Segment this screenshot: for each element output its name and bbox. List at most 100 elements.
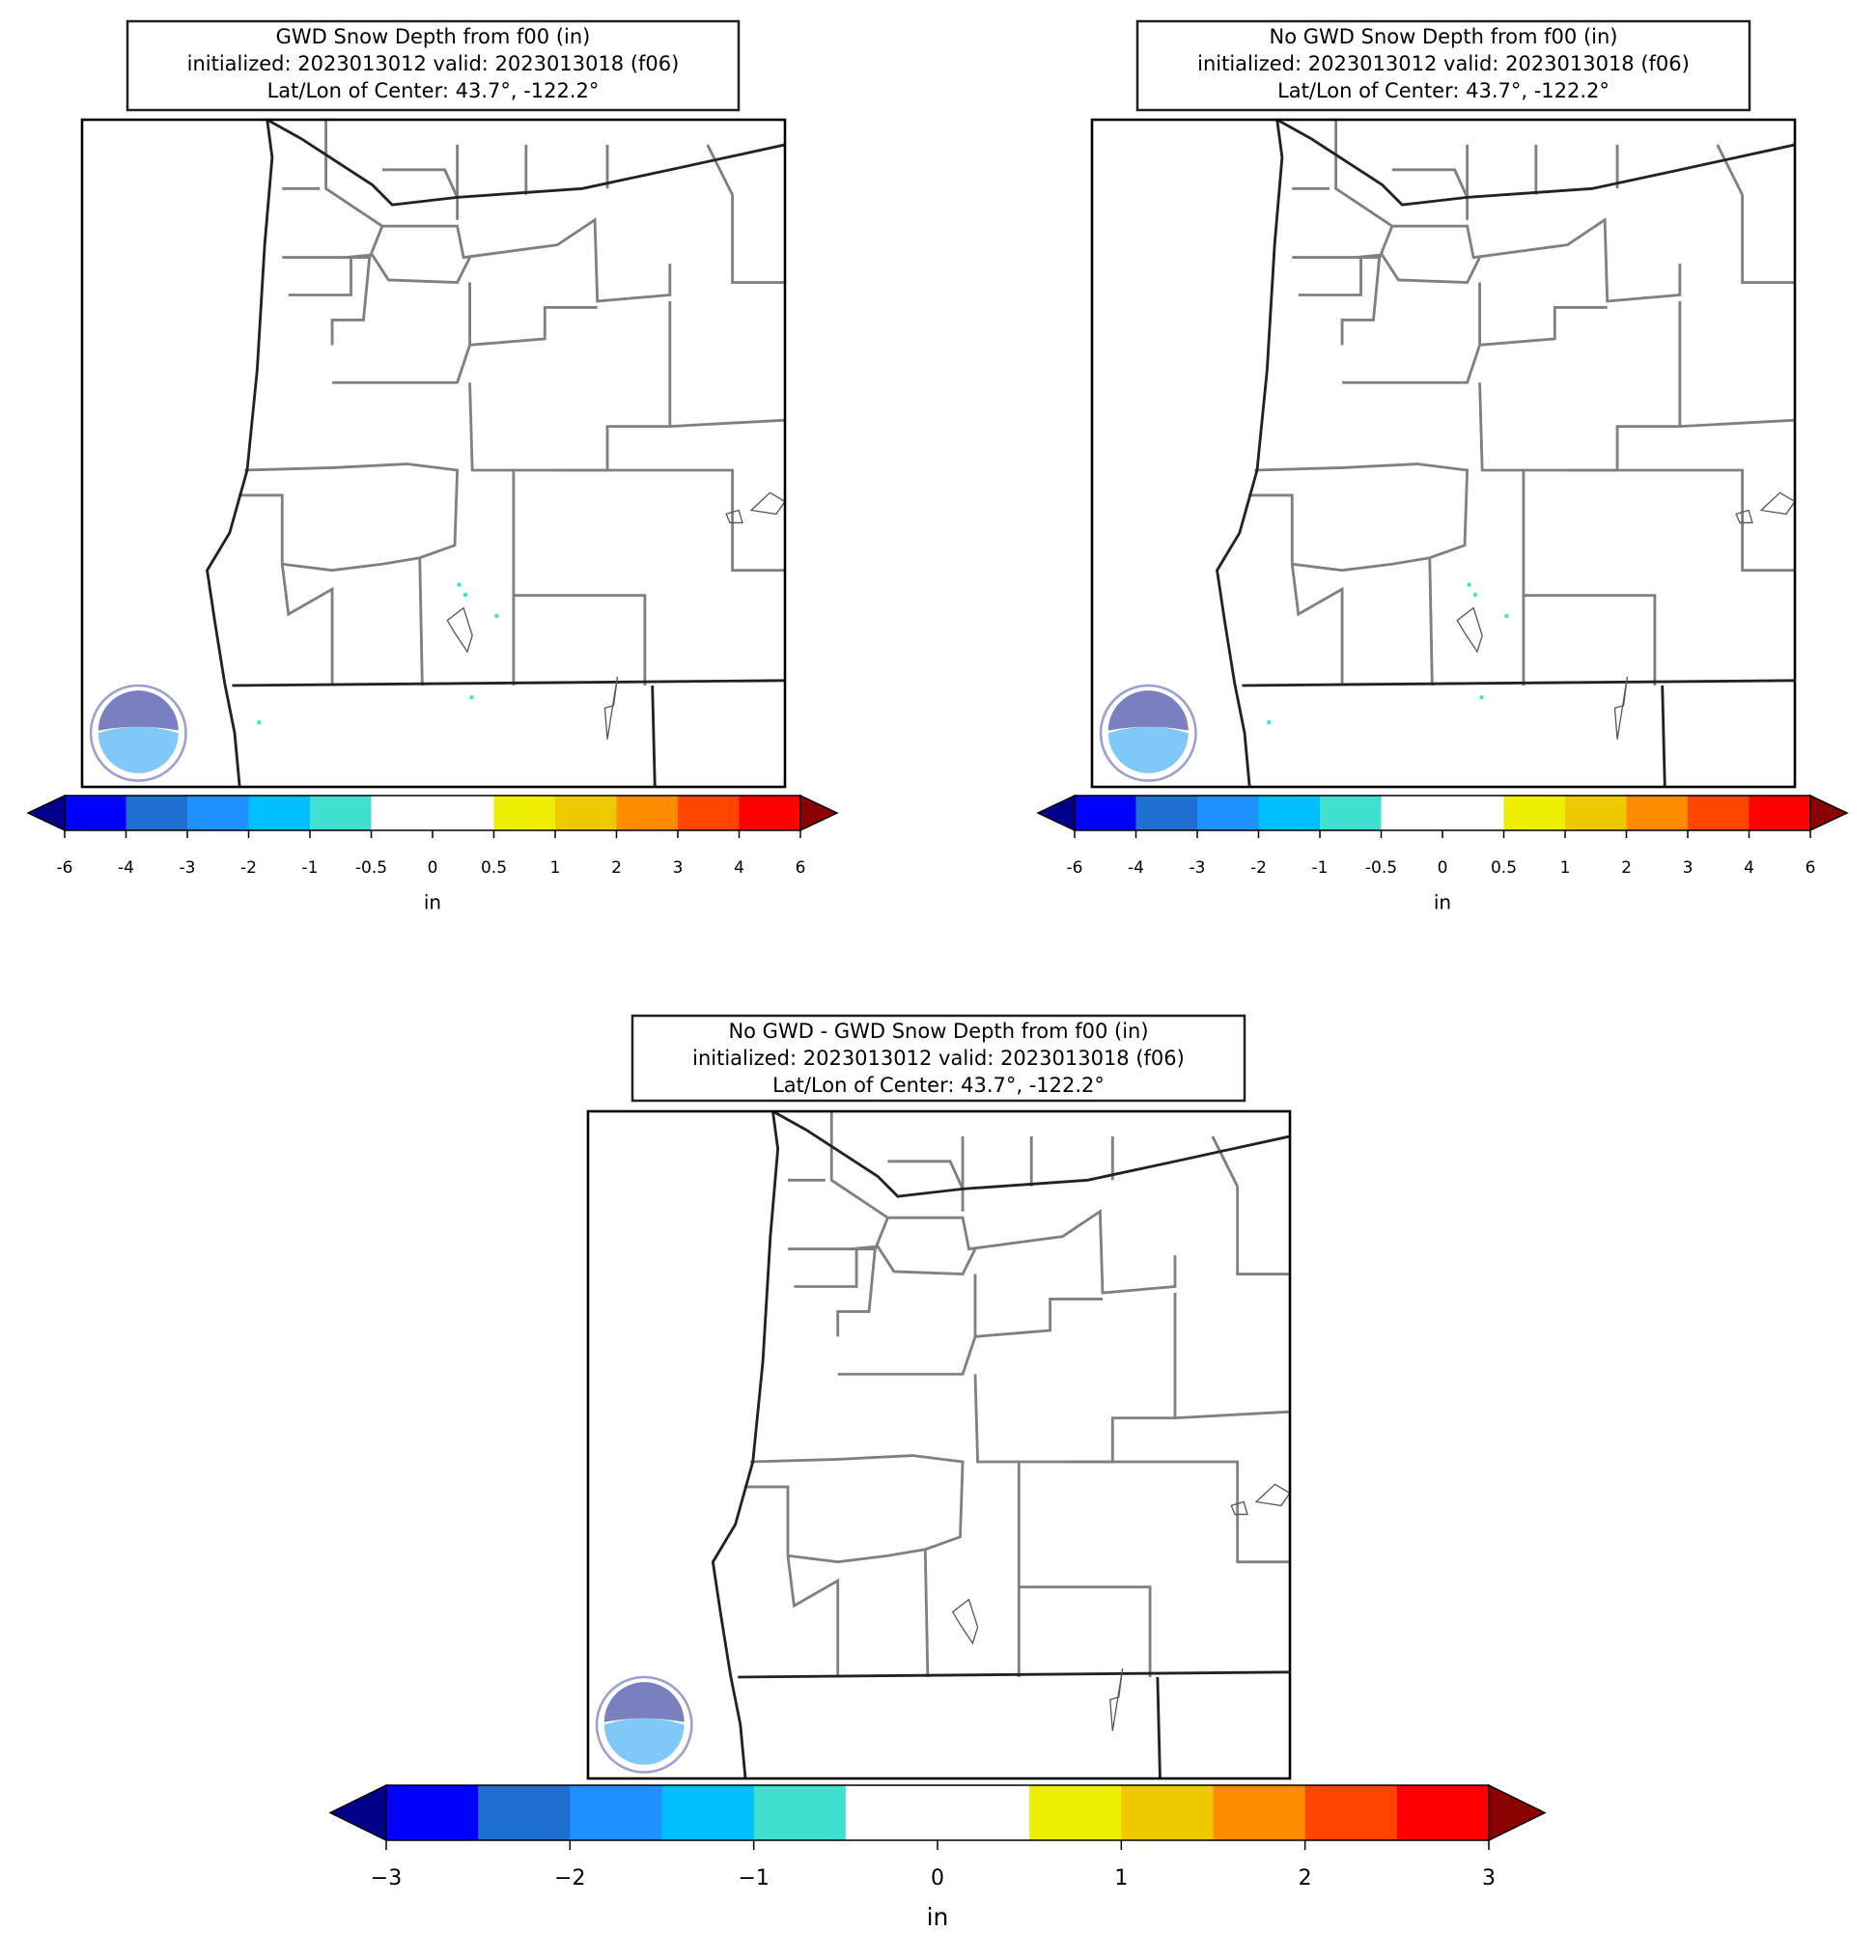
colorbar-tick-label: -6 [1067, 858, 1083, 878]
lake [1456, 606, 1629, 740]
county-border [280, 470, 516, 686]
snow-speck [1473, 593, 1477, 597]
county-border [1478, 300, 1682, 472]
county-border [837, 1274, 1103, 1376]
snow-speck [257, 720, 262, 725]
colorbar-tick-label: -3 [180, 858, 196, 878]
colorbar-segment [1029, 1785, 1122, 1840]
colorbar-tick-label: 0 [428, 858, 438, 878]
state-border [738, 1670, 1291, 1679]
colorbar-tick-label: 0.5 [481, 858, 507, 878]
colorbar-tick-label: 1 [1560, 858, 1571, 878]
colorbar-segment [661, 1785, 755, 1840]
colorbar-tick-label: -4 [118, 858, 134, 878]
snow-speck [1267, 720, 1272, 725]
colorbar-tick-label: -0.5 [355, 858, 387, 878]
state-border [1276, 118, 1796, 207]
logo-bottom [98, 726, 179, 773]
county-border [238, 144, 460, 565]
snow-speck [469, 695, 474, 700]
county-border [524, 144, 786, 284]
colorbar-tick-label: 6 [1806, 858, 1816, 878]
county-border [1254, 462, 1470, 573]
county-border [829, 1111, 1177, 1295]
lake [1735, 491, 1796, 524]
colorbar-segment [570, 1785, 662, 1840]
colorbar-extend-low [26, 794, 66, 832]
colorbar-segment [1135, 796, 1198, 830]
title-line: Lat/Lon of Center: 43.7°, -122.2° [267, 79, 600, 102]
colorbar-tick-label: 2 [611, 858, 622, 878]
title-line: No GWD - GWD Snow Depth from f00 (in) [728, 1020, 1148, 1043]
county-border [1334, 120, 1682, 303]
colorbar-tick-label: 3 [673, 858, 684, 878]
colorbar-segment [65, 796, 126, 830]
colorbar-segment [845, 1785, 938, 1840]
colorbar-segment [938, 1785, 1030, 1840]
title-line: Lat/Lon of Center: 43.7°, -122.2° [772, 1074, 1105, 1097]
colorbar-tick-label: 3 [1482, 1866, 1496, 1890]
lake [951, 1598, 1124, 1731]
state-border [771, 1109, 1291, 1198]
county-border [836, 1245, 977, 1337]
snow-speck [457, 582, 462, 587]
panel: No GWD Snow Depth from f00 (in) initializ… [1036, 19, 1849, 914]
county-border [786, 1462, 1021, 1678]
county-border [1523, 418, 1796, 686]
state-border [232, 679, 786, 687]
colorbar-segment [739, 796, 801, 830]
state-border [651, 685, 657, 788]
colorbar-tick-label: 1 [550, 858, 561, 878]
colorbar-segment [1442, 796, 1504, 830]
title-line: Lat/Lon of Center: 43.7°, -122.2° [1277, 79, 1610, 102]
county-border [332, 282, 598, 384]
title-line: initialized: 2023013012 valid: 202301301… [187, 52, 680, 75]
colorbar-segment [1121, 1785, 1214, 1840]
colorbar-segment [678, 796, 740, 830]
title-line: No GWD Snow Depth from f00 (in) [1270, 25, 1618, 48]
title-line: initialized: 2023013012 valid: 202301301… [692, 1047, 1185, 1070]
colorbar-segment [1197, 796, 1259, 830]
title-line: initialized: 2023013012 valid: 202301301… [1197, 52, 1690, 75]
county-border [324, 120, 672, 303]
colorbar-segment [310, 796, 372, 830]
colorbar-segment [248, 796, 311, 830]
colorbar-segment [433, 796, 494, 830]
colorbar-tick-label: −2 [554, 1866, 585, 1890]
snow-speck [494, 614, 499, 618]
colorbar-segment [478, 1785, 571, 1840]
logo-top [603, 1682, 685, 1722]
colorbar-tick-label: 2 [1621, 858, 1632, 878]
county-border [750, 1454, 965, 1564]
county-border [468, 300, 672, 472]
noaa-logo [89, 684, 187, 782]
lake [725, 491, 786, 524]
colorbar-tick-label: 2 [1299, 1866, 1312, 1890]
title-line: GWD Snow Depth from f00 (in) [276, 25, 591, 48]
noaa-logo [1099, 684, 1197, 782]
state-border [1156, 1676, 1162, 1779]
colorbar-extend-high [1488, 1783, 1547, 1842]
colorbar-tick-label: 0 [1438, 858, 1448, 878]
county-border [1029, 1135, 1291, 1275]
panel: No GWD - GWD Snow Depth from f00 (in)ini… [328, 1014, 1547, 1931]
snow-speck [463, 593, 467, 597]
state-border [1216, 119, 1284, 788]
panel: GWD Snow Depth from f00 (in) initialized:… [26, 19, 839, 914]
colorbar-tick-label: -1 [302, 858, 319, 878]
colorbar-tick-label: -3 [1190, 858, 1206, 878]
colorbar-extend-high [1809, 794, 1849, 832]
title-box [630, 1014, 1246, 1103]
county-border [330, 253, 471, 346]
map [1090, 118, 1797, 789]
county-border [973, 1292, 1177, 1464]
colorbar-segment [1213, 1785, 1306, 1840]
colorbar-tick-label: -6 [57, 858, 73, 878]
colorbar-segment [1626, 796, 1689, 830]
state-border [711, 1110, 780, 1779]
lake [1230, 1483, 1291, 1516]
colorbar-label: in [927, 1903, 949, 1931]
colorbar-segment [1688, 796, 1750, 830]
county-border [1290, 470, 1526, 686]
colorbar-label: in [424, 891, 441, 914]
